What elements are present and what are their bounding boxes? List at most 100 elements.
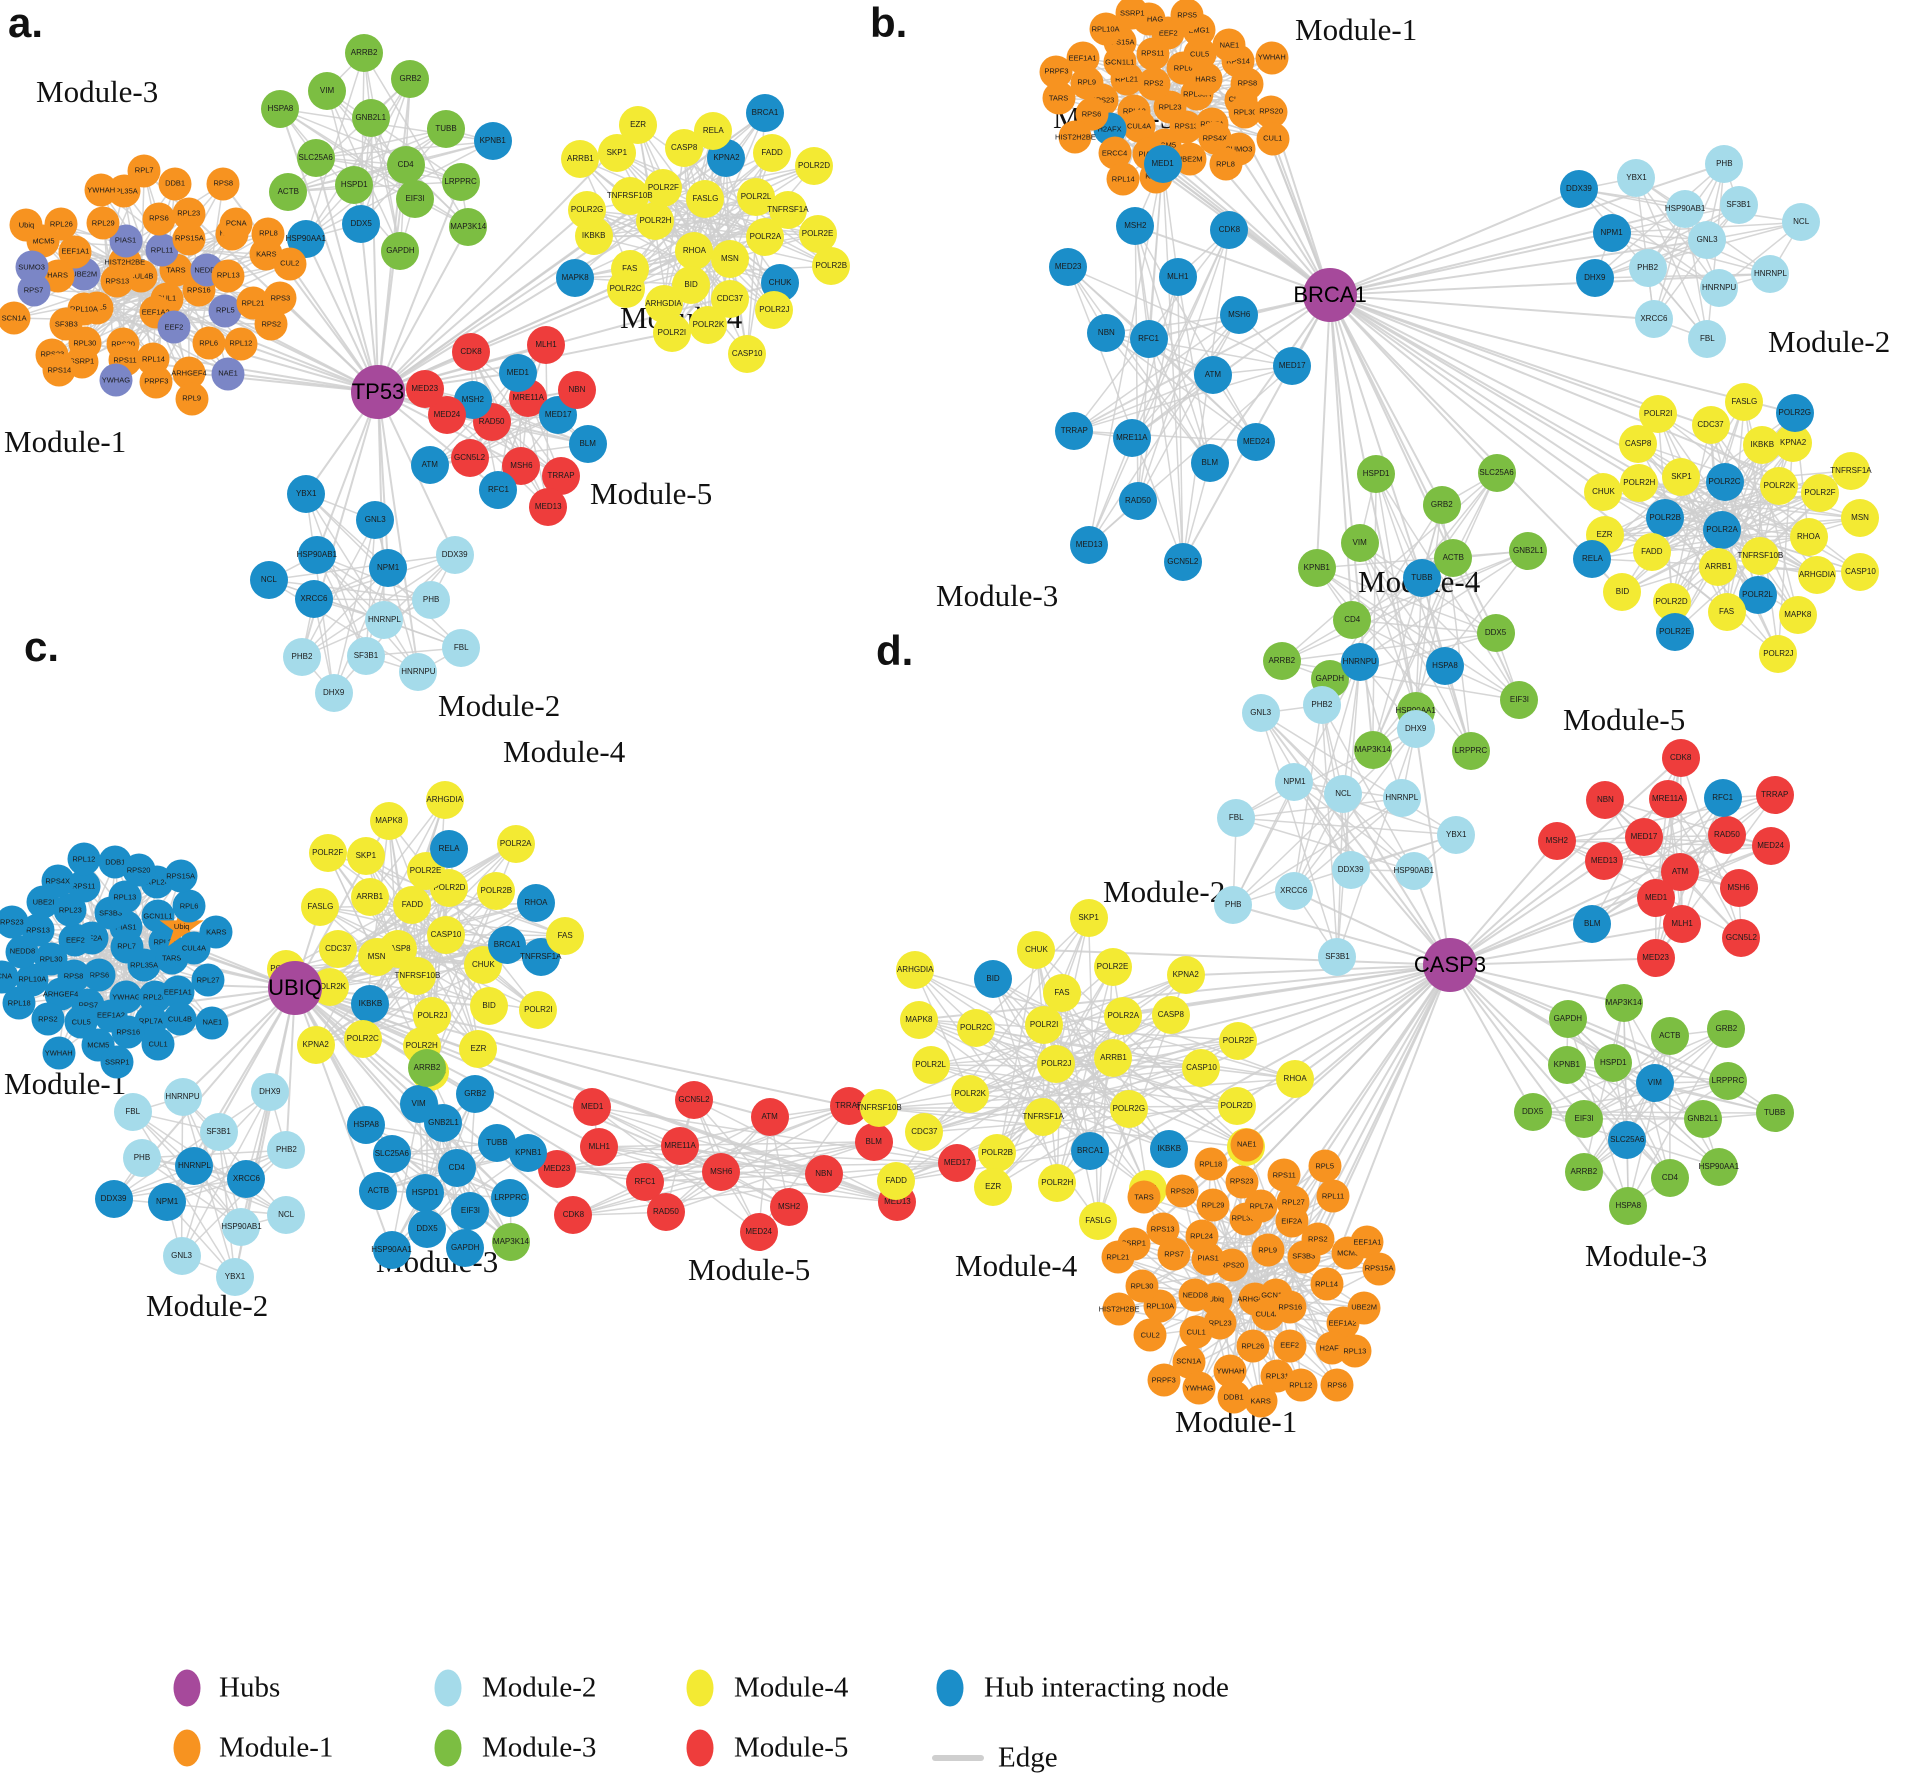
node-faslg: FASLG (686, 180, 725, 219)
node-rela: RELA (430, 830, 469, 869)
node-nae1: NAE1 (1212, 28, 1246, 62)
node-ezr: EZR (619, 106, 658, 145)
node-phb2: PHB2 (267, 1131, 306, 1170)
node-actb: ACTB (1650, 1017, 1689, 1056)
node-casp10: CASP10 (728, 334, 767, 373)
edge (280, 108, 469, 228)
node-arrb1: ARRB1 (350, 877, 389, 916)
node-polr2h: POLR2H (1038, 1163, 1077, 1202)
edge (1556, 840, 1739, 889)
node-map3k14: MAP3K14 (449, 207, 488, 246)
node-gnb2l1: GNB2L1 (1509, 531, 1548, 570)
node-rpl6: RPL6 (192, 326, 226, 360)
node-ssrp1: SSRP1 (100, 1045, 134, 1079)
node-brca1: BRCA1 (745, 94, 784, 133)
edge (693, 1098, 898, 1204)
edge (1235, 817, 1414, 872)
edge (217, 1131, 236, 1278)
node-rps20: RPS20 (122, 853, 156, 887)
node-rps2: RPS2 (31, 1002, 65, 1036)
edge (470, 351, 562, 477)
edge (599, 1146, 898, 1204)
edge (287, 128, 447, 193)
node-rhoa: RHOA (675, 231, 714, 270)
edge (975, 917, 1090, 1029)
edge (294, 987, 458, 1169)
node-eef2: EEF2 (1273, 1329, 1307, 1363)
node-ncl: NCL (1324, 774, 1363, 813)
node-polr2b: POLR2B (978, 1134, 1017, 1173)
node-polr2e: POLR2E (798, 215, 837, 254)
node-npm1: NPM1 (1275, 763, 1314, 802)
edge (268, 579, 419, 673)
edge (1259, 713, 1339, 958)
edge (1260, 712, 1457, 836)
edge (369, 117, 379, 393)
node-tnfrsf1a: TNFRSF1A (767, 190, 809, 229)
edge (294, 987, 593, 1108)
node-ddx39: DDX39 (435, 535, 474, 574)
legend-swatch-hi (936, 1669, 964, 1707)
node-polr2g: POLR2G (1775, 394, 1814, 433)
node-med23: MED23 (1049, 248, 1088, 286)
edge (1087, 918, 1099, 1222)
node-hnrnpu: HNRNPU (163, 1078, 202, 1117)
edge (1135, 225, 1331, 296)
node-rpl23: RPL23 (172, 197, 206, 231)
edge (1414, 504, 1443, 711)
edge (1414, 578, 1423, 711)
edge (1329, 294, 1821, 495)
edge (1321, 704, 1415, 872)
node-hist2h2be: HIST2H2BE (1099, 1292, 1139, 1326)
node-casp8: CASP8 (1151, 995, 1190, 1034)
edge (625, 152, 773, 290)
node-rps2: RPS2 (254, 307, 288, 341)
node-blm: BLM (1573, 904, 1612, 943)
node-cd4: CD4 (1333, 601, 1372, 640)
node-lrpprc: LRPPRC (1451, 731, 1490, 770)
node-actb: ACTB (1434, 539, 1473, 578)
node-rpl14: RPL14 (1310, 1267, 1344, 1301)
node-vim: VIM (399, 1085, 438, 1124)
node-rps7: RPS7 (1157, 1237, 1191, 1271)
node-hnrnpl: HNRNPL (1382, 779, 1421, 818)
node-tnfrsf1a: TNFRSF1A (1830, 451, 1872, 490)
module-label-module-4-c: Module-4 (503, 734, 626, 769)
node-eef2: EEF2 (157, 310, 191, 344)
node-med24: MED24 (739, 1212, 778, 1251)
node-cdk8: CDK8 (1210, 210, 1249, 249)
node-dhx9: DHX9 (1396, 709, 1435, 748)
node-msh6: MSH6 (702, 1152, 741, 1191)
edge (377, 391, 390, 568)
node-mre11a: MRE11A (1112, 419, 1151, 458)
edge (1578, 188, 1771, 275)
node-ywhag: YWHAG (1182, 1371, 1216, 1405)
edge (388, 820, 539, 1011)
node-rpl6: RPL6 (172, 889, 206, 923)
node-fadd: FADD (877, 1162, 916, 1201)
edge (1329, 294, 1624, 593)
node-brca1: BRCA1 (488, 925, 527, 964)
edge (377, 112, 766, 393)
edge (1449, 859, 1605, 966)
node-polr2j: POLR2J (1037, 1044, 1076, 1083)
node-ikbkb: IKBKB (1150, 1130, 1189, 1169)
node-arhgdia: ARHGDIA (1798, 556, 1837, 595)
node-rfc1: RFC1 (1703, 778, 1742, 817)
node-slc25a6: SLC25A6 (1608, 1120, 1647, 1159)
node-msn: MSN (357, 938, 396, 977)
edge (1198, 53, 1331, 296)
node-mapk8: MAPK8 (369, 801, 408, 840)
edge (181, 1149, 287, 1257)
node-rps6: RPS6 (1320, 1368, 1354, 1402)
edge (1123, 1015, 1296, 1080)
edge (285, 987, 296, 1151)
node-msh2: MSH2 (1116, 207, 1155, 246)
edge (1056, 967, 1114, 1183)
legend-label: Module-3 (482, 1731, 597, 1764)
node-chuk: CHUK (1584, 472, 1623, 511)
node-polr2a: POLR2A (746, 218, 785, 257)
edge (1177, 276, 1184, 562)
edge (1182, 229, 1231, 562)
node-mapk8: MAPK8 (556, 259, 595, 298)
